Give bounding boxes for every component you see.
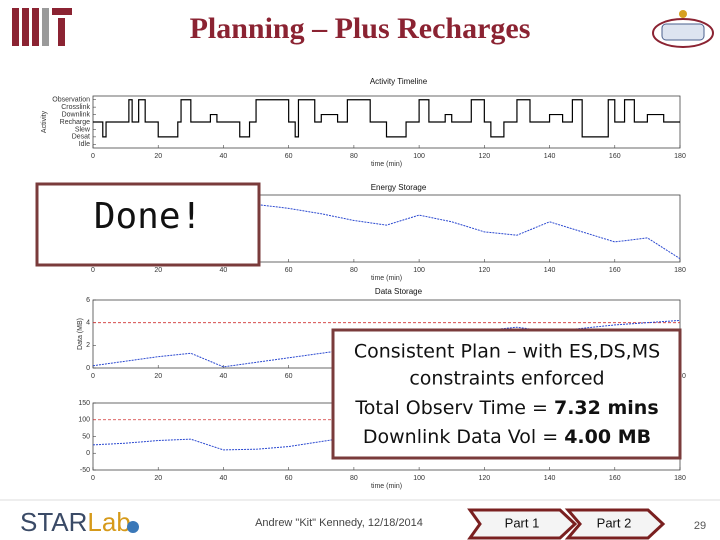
x-tick-label: 160 bbox=[609, 475, 621, 482]
x-tick-label: 160 bbox=[609, 153, 621, 160]
footer-author: Andrew "Kit" Kennedy, 12/18/2014 bbox=[255, 517, 423, 529]
y-axis-label: Data (MB) bbox=[77, 318, 84, 350]
downlink-line: Downlink Data Vol = 4.00 MB bbox=[363, 426, 651, 448]
x-tick-label: 140 bbox=[544, 475, 556, 482]
y-tick-label: Recharge bbox=[60, 119, 90, 126]
logo-lab: Lab bbox=[87, 507, 130, 537]
x-axis-label: time (min) bbox=[371, 483, 402, 490]
y-tick-label: -50 bbox=[80, 467, 90, 474]
observ-line: Total Observ Time = 7.32 mins bbox=[354, 397, 658, 419]
x-tick-label: 120 bbox=[478, 267, 490, 274]
footer-logo: STARLab bbox=[20, 507, 131, 537]
y-tick-label: Idle bbox=[79, 141, 90, 148]
x-tick-label: 140 bbox=[544, 267, 556, 274]
mit-logo bbox=[12, 8, 72, 46]
y-tick-label: 2 bbox=[86, 342, 90, 349]
step-line bbox=[93, 99, 680, 138]
page-number: 29 bbox=[694, 520, 706, 532]
x-tick-label: 140 bbox=[544, 153, 556, 160]
x-tick-label: 40 bbox=[220, 373, 228, 380]
nav-part2-label[interactable]: Part 2 bbox=[597, 515, 632, 530]
nav-part2[interactable] bbox=[564, 508, 666, 540]
x-tick-label: 80 bbox=[350, 475, 358, 482]
y-axis-label: Activity bbox=[41, 110, 48, 133]
x-tick-label: 0 bbox=[91, 475, 95, 482]
plan-box bbox=[331, 328, 682, 460]
x-tick-label: 60 bbox=[285, 267, 293, 274]
chart: Activity Timeline 0 20 40 60 80 100 120 140 160 18… bbox=[41, 77, 686, 168]
x-tick-label: 60 bbox=[285, 475, 293, 482]
y-tick-label: 50 bbox=[82, 433, 90, 440]
x-tick-label: 180 bbox=[674, 153, 686, 160]
downlink-value: 4.00 MB bbox=[564, 426, 651, 448]
y-tick-label: 0 bbox=[86, 450, 90, 457]
y-tick-label: Slew bbox=[75, 126, 91, 133]
chart-title: Data Storage bbox=[375, 287, 423, 296]
x-axis-label: time (min) bbox=[371, 275, 402, 282]
x-tick-label: 120 bbox=[478, 153, 490, 160]
x-tick-label: 100 bbox=[413, 267, 425, 274]
y-tick-label: 100 bbox=[78, 417, 90, 424]
y-tick-label: 150 bbox=[78, 400, 90, 407]
y-tick-label: Desat bbox=[72, 134, 90, 141]
logo-star: STAR bbox=[20, 507, 87, 537]
plan-subheading: constraints enforced bbox=[409, 368, 604, 390]
x-tick-label: 20 bbox=[154, 267, 162, 274]
x-tick-label: 180 bbox=[674, 267, 686, 274]
x-tick-label: 20 bbox=[154, 373, 162, 380]
x-tick-label: 0 bbox=[91, 373, 95, 380]
x-tick-label: 40 bbox=[220, 475, 228, 482]
nav-part1-label[interactable]: Part 1 bbox=[505, 515, 540, 530]
y-tick-label: 4 bbox=[86, 320, 90, 327]
x-tick-label: 40 bbox=[220, 153, 228, 160]
y-tick-label: Crosslink bbox=[61, 104, 90, 111]
x-tick-label: 40 bbox=[220, 267, 228, 274]
y-tick-label: 0 bbox=[86, 365, 90, 372]
observ-label: Total Observ Time = bbox=[354, 397, 554, 419]
plan-heading: Consistent Plan – with ES,DS,MS bbox=[354, 341, 660, 363]
logo-globe bbox=[127, 521, 139, 533]
y-tick-label: Observation bbox=[52, 97, 90, 104]
x-tick-label: 120 bbox=[478, 475, 490, 482]
chart-title: Activity Timeline bbox=[370, 77, 428, 86]
y-tick-label: 6 bbox=[86, 297, 90, 304]
x-tick-label: 60 bbox=[285, 153, 293, 160]
x-tick-label: 20 bbox=[154, 153, 162, 160]
x-tick-label: 0 bbox=[91, 267, 95, 274]
x-tick-label: 0 bbox=[91, 153, 95, 160]
x-axis-label: time (min) bbox=[371, 161, 402, 168]
ssl-logo bbox=[652, 10, 714, 48]
x-tick-label: 100 bbox=[413, 475, 425, 482]
x-tick-label: 180 bbox=[674, 475, 686, 482]
done-box bbox=[35, 182, 261, 267]
slide-title: Planning – Plus Recharges bbox=[190, 12, 531, 45]
nav-part1[interactable] bbox=[467, 508, 578, 540]
observ-value: 7.32 mins bbox=[554, 397, 659, 419]
done-text: Done! bbox=[94, 196, 202, 237]
downlink-label: Downlink Data Vol = bbox=[363, 426, 564, 448]
x-tick-label: 80 bbox=[350, 267, 358, 274]
y-tick-label: Downlink bbox=[62, 111, 91, 118]
chart-title: Energy Storage bbox=[371, 183, 427, 192]
x-tick-label: 160 bbox=[609, 267, 621, 274]
x-tick-label: 80 bbox=[350, 153, 358, 160]
x-tick-label: 60 bbox=[285, 373, 293, 380]
x-tick-label: 100 bbox=[413, 153, 425, 160]
x-tick-label: 20 bbox=[154, 475, 162, 482]
